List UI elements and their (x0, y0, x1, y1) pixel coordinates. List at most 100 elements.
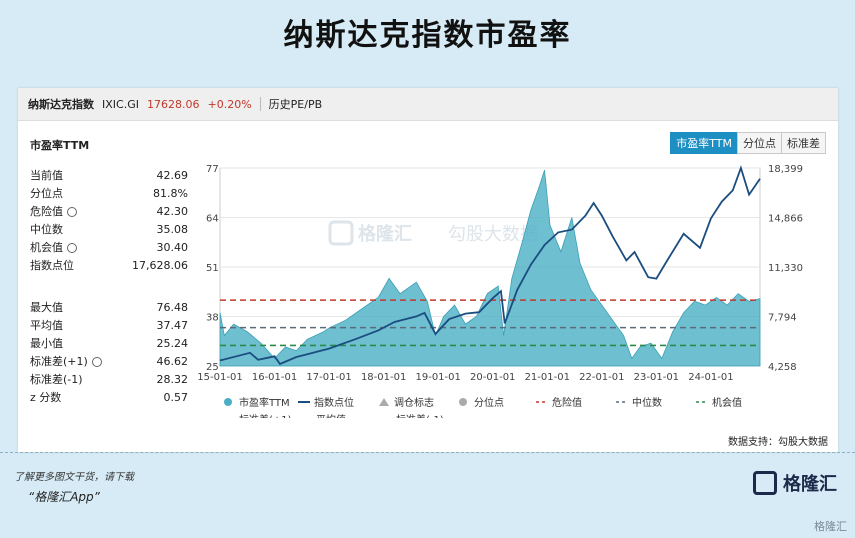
chart-card: 纳斯达克指数 IXIC.GI 17628.06 +0.20% 历史PE/PB 市… (18, 88, 838, 452)
stat-label-text: 机会值 (30, 241, 63, 254)
brand-logo: 格隆汇 (753, 470, 837, 496)
divider-line (0, 452, 855, 453)
page-title: 纳斯达克指数市盈率 (283, 18, 572, 53)
watermark-logo-icon (328, 220, 354, 246)
x-tick-label: 20-01-01 (470, 372, 515, 383)
stat-label-text: 标准差(+1) (30, 355, 88, 368)
x-tick-label: 19-01-01 (415, 372, 460, 383)
settings-icon[interactable] (67, 243, 77, 253)
y-right-tick-label: 18,399 (768, 164, 803, 175)
pe-area-series (219, 169, 761, 367)
metric-tabs: 市盈率TTM 分位点 标准差 (670, 132, 826, 154)
tab-percentile[interactable]: 分位点 (737, 132, 782, 154)
stat-value: 0.57 (163, 390, 189, 404)
tab-stddev[interactable]: 标准差 (781, 132, 826, 154)
stat-value: 35.08 (156, 222, 189, 236)
corner-watermark: 格隆汇 (814, 520, 847, 533)
y-left-tick-label: 38 (206, 313, 219, 324)
legend-label: 中位数 (632, 396, 662, 409)
stat-value: 30.40 (156, 240, 189, 254)
stat-label: 标准差(+1) (30, 353, 102, 369)
legend-marker (379, 398, 389, 406)
stat-row: 最大值 76.48 (30, 298, 188, 316)
index-price: 17628.06 (146, 97, 200, 111)
stat-label-text: 平均值 (30, 319, 63, 332)
stat-value: 46.62 (156, 354, 189, 368)
legend-label: 市盈率TTM (239, 396, 290, 409)
stat-label: 指数点位 (30, 257, 74, 273)
stat-row: z 分数 0.57 (30, 388, 188, 406)
stat-label-text: 危险值 (30, 205, 63, 218)
stat-label: 分位点 (30, 185, 63, 201)
stat-label-text: 当前值 (30, 169, 63, 182)
brand-logo-text: 格隆汇 (783, 474, 837, 495)
stat-row: 标准差(-1) 28.32 (30, 370, 188, 388)
stats-panel-bottom: 最大值 76.48 平均值 37.47 最小值 25.24 标准差(+1) 46.62 标准差(… (30, 298, 188, 406)
tab-pe-ttm[interactable]: 市盈率TTM (670, 132, 738, 154)
stat-label-text: 指数点位 (30, 259, 74, 272)
index-line-series (219, 165, 761, 366)
stat-label: 中位数 (30, 221, 63, 237)
x-tick-label: 23-01-01 (634, 372, 679, 383)
y-left-tick-label: 51 (206, 263, 219, 274)
stat-row: 危险值 42.30 (30, 202, 188, 220)
history-link[interactable]: 历史PE/PB (268, 98, 323, 111)
legend-label: 机会值 (712, 396, 742, 409)
legend-label: 标准差(-1) (396, 413, 444, 418)
index-name: 纳斯达克指数 (28, 98, 94, 111)
legend-label: 标准差(+1) (239, 413, 292, 418)
footer-promo: 了解更多图文干货，请下载 (14, 472, 134, 483)
data-source: 数据支持：勾股大数据 (728, 437, 828, 448)
y-right-tick-label: 11,330 (768, 263, 803, 274)
index-change: +0.20% (207, 97, 252, 111)
x-tick-label: 18-01-01 (361, 372, 406, 383)
x-tick-label: 21-01-01 (525, 372, 570, 383)
stat-row: 标准差(+1) 46.62 (30, 352, 188, 370)
stat-label-text: z 分数 (30, 391, 62, 404)
stat-label: 最小值 (30, 335, 63, 351)
stat-value: 25.24 (156, 336, 189, 350)
stat-row: 当前值 42.69 (30, 166, 188, 184)
stat-value: 81.8% (153, 186, 188, 200)
legend-label: 分位点 (474, 396, 504, 409)
stat-row: 中位数 35.08 (30, 220, 188, 238)
watermark-text-2: 勾股大数据 (448, 224, 538, 245)
footer-app-name: “格隆汇App” (28, 490, 100, 504)
metric-title: 市盈率TTM (30, 139, 90, 152)
stat-row: 最小值 25.24 (30, 334, 188, 352)
x-tick-label: 15-01-01 (197, 372, 242, 383)
stat-value: 37.47 (156, 318, 189, 332)
legend-label: 调仓标志 (394, 396, 434, 409)
y-right-tick-label: 14,866 (768, 214, 803, 225)
legend-marker (459, 398, 467, 406)
legend-label: 平均值 (316, 413, 346, 418)
brand-logo-icon (753, 471, 777, 495)
index-code: IXIC.GI (102, 97, 139, 111)
stat-label-text: 分位点 (30, 187, 63, 200)
stat-label-text: 中位数 (30, 223, 63, 236)
x-tick-label: 22-01-01 (579, 372, 624, 383)
stat-label: 危险值 (30, 203, 77, 219)
stat-label-text: 标准差(-1) (30, 373, 83, 386)
y-left-tick-label: 77 (206, 164, 219, 175)
stats-panel-top: 当前值 42.69 分位点 81.8% 危险值 42.30 中位数 35.08 机会值 30.40… (30, 166, 188, 274)
stat-value: 42.30 (156, 204, 189, 218)
stat-label: 平均值 (30, 317, 63, 333)
y-right-tick-label: 4,258 (768, 362, 797, 373)
y-left-tick-label: 64 (206, 214, 219, 225)
settings-icon[interactable] (91, 357, 102, 367)
legend-label: 指数点位 (314, 396, 354, 409)
stat-value: 28.32 (156, 372, 189, 386)
x-tick-label: 16-01-01 (252, 372, 297, 383)
stat-label-text: 最小值 (30, 337, 63, 350)
stat-row: 指数点位 17,628.06 (30, 256, 188, 274)
stat-label-text: 最大值 (30, 301, 63, 314)
stat-value: 17,628.06 (132, 258, 188, 272)
stat-row: 机会值 30.40 (30, 238, 188, 256)
stat-row: 分位点 81.8% (30, 184, 188, 202)
divider (259, 97, 261, 111)
settings-icon[interactable] (67, 207, 77, 217)
legend-label: 危险值 (552, 396, 582, 409)
stat-label: z 分数 (30, 389, 61, 405)
stat-label: 标准差(-1) (30, 371, 83, 387)
